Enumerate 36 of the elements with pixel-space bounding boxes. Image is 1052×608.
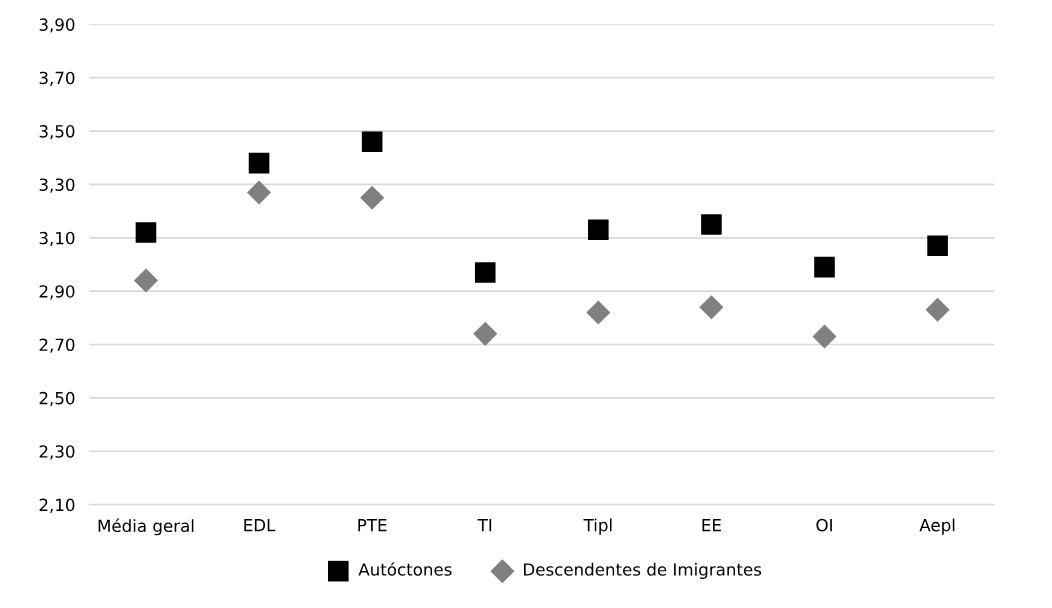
legend-label: Descendentes de Imigrantes [524, 562, 762, 579]
y-tick-label: 2,70 [39, 338, 75, 353]
point [135, 222, 157, 243]
point [360, 185, 385, 210]
point [927, 235, 948, 257]
point [701, 214, 722, 235]
y-tick-label: 2,30 [39, 445, 75, 460]
y-tick-label: 3,70 [39, 71, 75, 86]
point [361, 131, 383, 153]
y-tick-label: 2,50 [39, 391, 75, 407]
y-tick-label: 3,90 [39, 18, 75, 33]
x-tick-label: Tipl [583, 518, 612, 535]
y-tick-label: 2,90 [39, 285, 75, 300]
point [247, 180, 272, 205]
point [588, 219, 609, 241]
point [473, 321, 498, 346]
x-tick-label: Aepl [919, 518, 955, 535]
point [474, 262, 496, 283]
point [812, 324, 837, 349]
y-tick-label: 2,10 [39, 498, 75, 513]
point [248, 152, 270, 174]
x-tick-label: TI [477, 519, 492, 532]
y-tick-label: 3,30 [39, 178, 75, 193]
x-tick-label: EE [702, 519, 721, 532]
legend-label: Autóctones [358, 562, 452, 576]
x-tick-label: PTE [358, 519, 387, 532]
x-tick-label: Média geral [98, 518, 194, 536]
point [925, 297, 950, 322]
x-tick-label: OI [816, 518, 832, 532]
point [133, 268, 158, 293]
point [586, 300, 611, 325]
y-tick-label: 3,10 [39, 231, 75, 247]
point [814, 256, 835, 278]
point [699, 295, 724, 320]
y-tick-label: 3,50 [39, 125, 75, 140]
x-tick-label: EDL [244, 519, 276, 532]
